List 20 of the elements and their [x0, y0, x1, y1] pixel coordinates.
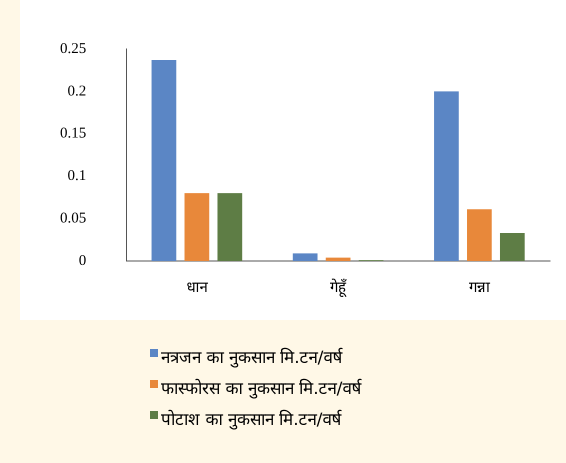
bar	[434, 91, 459, 261]
legend-label: पोटाश का नुकसान मि.टन/वर्ष	[161, 408, 342, 430]
bar	[500, 233, 525, 261]
legend-label: नत्रजन का नुकसान मि.टन/वर्ष	[161, 346, 342, 368]
bar	[467, 209, 492, 261]
y-tick-label: 0.05	[60, 210, 86, 227]
bar	[326, 258, 350, 261]
y-tick-label: 0.15	[60, 126, 86, 142]
y-tick-label: 0	[78, 252, 86, 269]
x-tick-label: गेहूँ	[330, 278, 348, 298]
bar	[292, 253, 318, 261]
y-tick-label: 0.1	[68, 168, 86, 184]
x-tick-label: धान	[186, 278, 208, 296]
bar	[152, 60, 176, 261]
legend-label: फास्फोरस का नुकसान मि.टन/वर्ष	[161, 378, 362, 399]
x-tick-label: गन्ना	[468, 278, 491, 296]
y-tick-label: 0.25	[60, 40, 86, 57]
bar	[217, 193, 242, 261]
bar	[184, 193, 210, 261]
y-tick-label: 0.2	[68, 83, 86, 100]
